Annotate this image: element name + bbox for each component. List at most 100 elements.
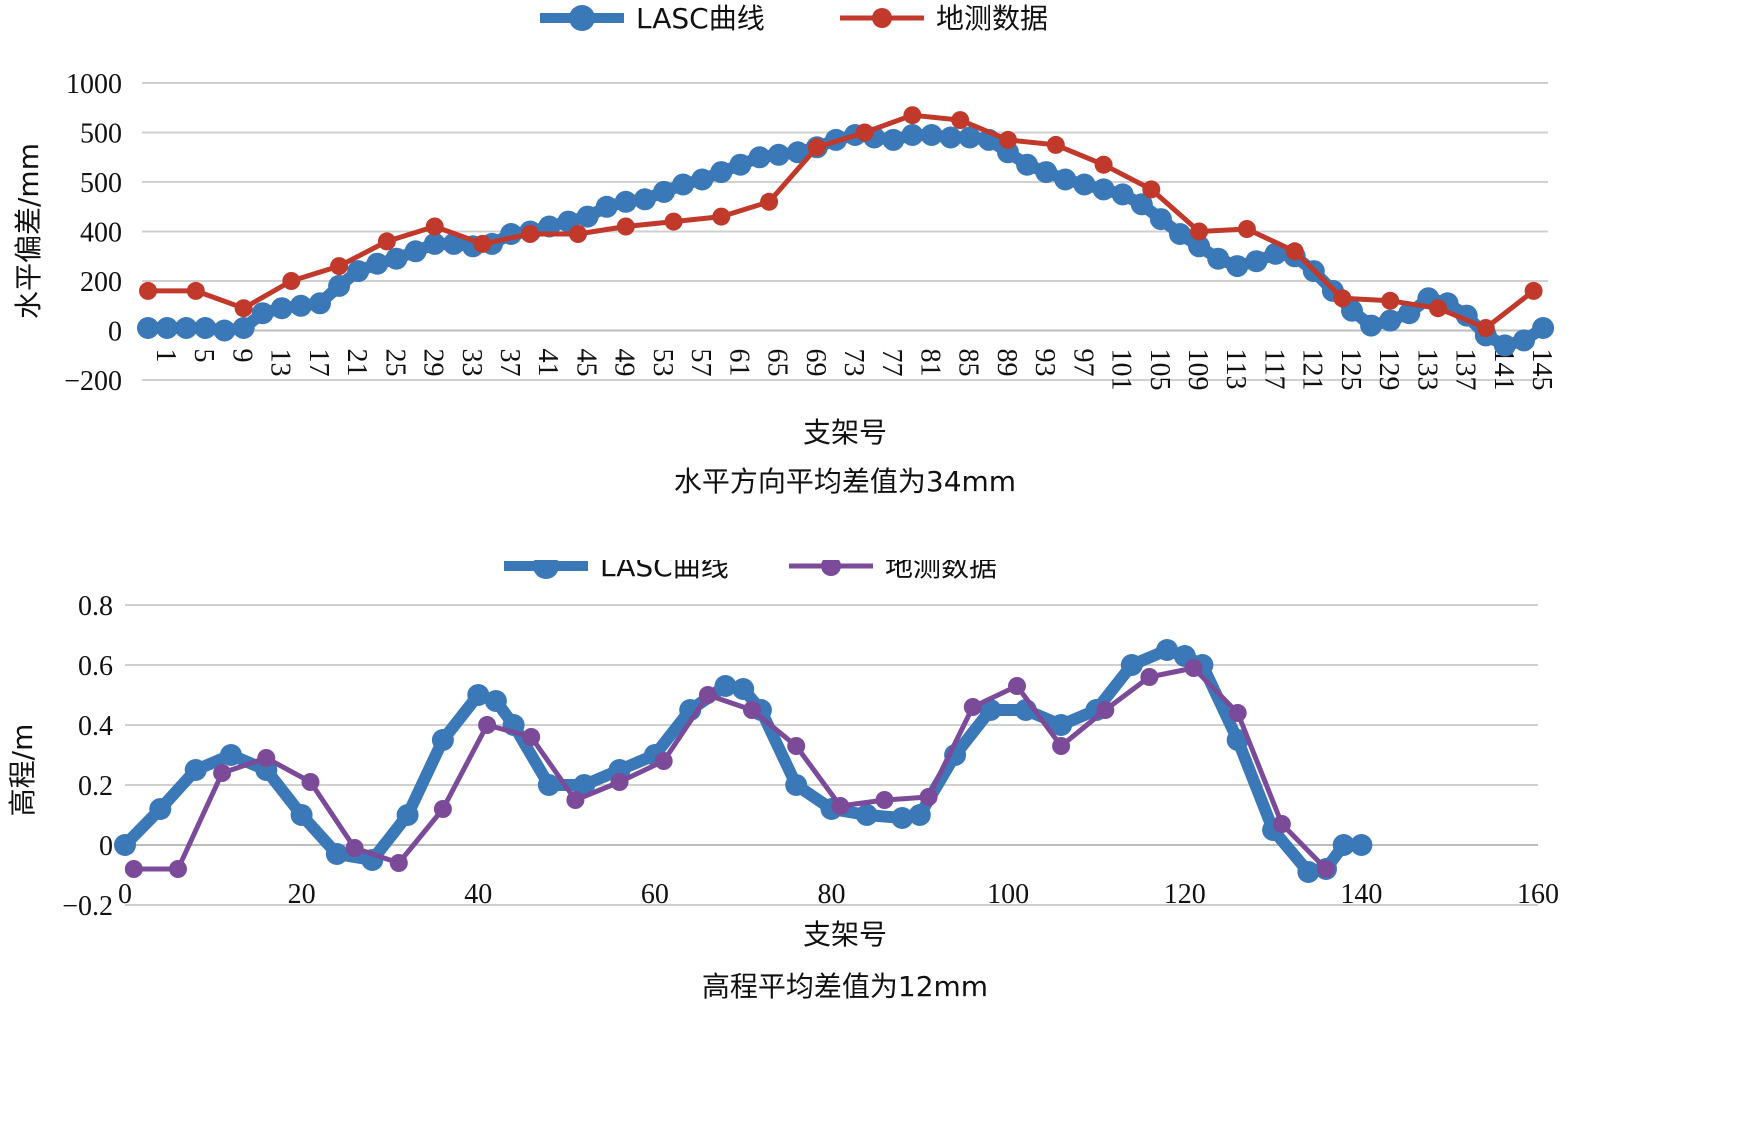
x-tick-label: 117 — [1258, 349, 1289, 390]
data-point — [576, 205, 599, 228]
data-point — [1035, 161, 1058, 184]
x-tick-label: 29 — [418, 349, 449, 377]
data-point — [1350, 834, 1373, 856]
data-point — [309, 292, 331, 315]
data-point — [951, 111, 970, 130]
data-point — [920, 124, 943, 146]
data-point — [1050, 714, 1073, 736]
data-point — [1052, 737, 1071, 755]
data-point — [330, 257, 349, 276]
x-tick-label: 97 — [1067, 349, 1098, 377]
data-point — [234, 299, 253, 318]
data-point — [251, 302, 274, 325]
data-point — [220, 744, 242, 766]
data-point — [710, 161, 733, 184]
y-tick-label: 400 — [80, 218, 122, 249]
x-tick-label: 0 — [118, 879, 132, 910]
data-point — [633, 188, 656, 211]
legend-label: LASC曲线 — [636, 2, 765, 35]
data-point — [1054, 168, 1077, 191]
x-tick-label: 57 — [685, 349, 716, 377]
data-point — [664, 212, 683, 231]
data-point — [1008, 677, 1026, 695]
x-tick-label: 105 — [1144, 349, 1175, 391]
data-point — [616, 217, 635, 236]
data-point — [1207, 247, 1230, 270]
x-tick-label: 109 — [1182, 349, 1213, 391]
data-point — [963, 698, 982, 716]
x-tick-label: 89 — [991, 349, 1022, 377]
data-point — [698, 686, 717, 704]
x-tick-label: 5 — [188, 349, 219, 363]
chart-caption: 高程平均差值为12mm — [702, 970, 988, 1003]
y-tick-label: 0 — [99, 831, 113, 862]
legend-item: 地测数据 — [840, 2, 1048, 35]
data-point — [377, 232, 396, 251]
data-point — [891, 807, 914, 829]
data-point — [325, 843, 348, 865]
data-point — [1073, 173, 1096, 196]
data-point — [184, 759, 207, 781]
data-point — [194, 317, 217, 339]
x-tick-label: 93 — [1029, 349, 1060, 377]
data-point — [1092, 178, 1115, 201]
data-point — [979, 699, 1002, 721]
legend-marker — [872, 8, 892, 28]
data-point — [855, 804, 878, 826]
data-point — [301, 773, 320, 791]
series-line-survey — [131, 665, 1329, 872]
data-point — [1140, 668, 1159, 686]
data-point — [431, 729, 454, 751]
y-tick-label: 200 — [80, 267, 122, 298]
data-point — [939, 126, 962, 149]
data-point — [1398, 302, 1421, 325]
data-point — [423, 232, 446, 255]
x-tick-label: 120 — [1164, 879, 1206, 910]
data-point — [156, 317, 179, 339]
data-point — [999, 130, 1017, 149]
x-tick-label: 65 — [762, 349, 793, 377]
data-point — [213, 764, 232, 782]
x-tick-label: 17 — [303, 349, 334, 377]
data-point — [1096, 701, 1115, 719]
data-point — [114, 834, 136, 856]
data-point — [1532, 317, 1555, 339]
legend-item: LASC曲线 — [504, 560, 729, 583]
x-tick-label: 145 — [1526, 349, 1557, 391]
data-point — [473, 234, 492, 253]
y-tick-label: 1000 — [66, 69, 122, 100]
data-point — [484, 690, 507, 712]
data-point — [1130, 193, 1153, 216]
legend-marker — [533, 560, 559, 579]
x-tick-label: 129 — [1373, 349, 1404, 391]
data-point — [442, 232, 465, 255]
legend-marker — [569, 5, 595, 31]
data-point — [901, 124, 924, 146]
x-tick-label: 85 — [953, 349, 984, 377]
x-tick-label: 53 — [647, 349, 678, 377]
data-point — [366, 252, 389, 275]
data-point — [743, 701, 761, 719]
x-tick-label: 73 — [838, 349, 869, 377]
x-tick-label: 140 — [1340, 879, 1382, 910]
legend-item: LASC曲线 — [540, 2, 765, 35]
data-point — [1476, 319, 1495, 337]
data-point — [289, 294, 312, 317]
data-point — [1120, 654, 1143, 676]
data-point — [1228, 704, 1247, 722]
data-point — [855, 123, 874, 142]
x-tick-label: 81 — [914, 349, 945, 377]
data-point — [521, 225, 540, 243]
y-tick-label: 0.4 — [78, 711, 113, 742]
data-point — [767, 143, 790, 166]
x-tick-label: 33 — [456, 349, 487, 377]
data-point — [1016, 153, 1039, 176]
x-tick-label: 160 — [1517, 879, 1559, 910]
series-line-lasc — [142, 129, 1550, 352]
data-point — [1226, 729, 1249, 751]
data-point — [139, 281, 157, 300]
x-tick-label: 41 — [532, 349, 563, 377]
x-tick-label: 21 — [341, 349, 372, 377]
y-tick-label: 0.6 — [78, 651, 113, 682]
